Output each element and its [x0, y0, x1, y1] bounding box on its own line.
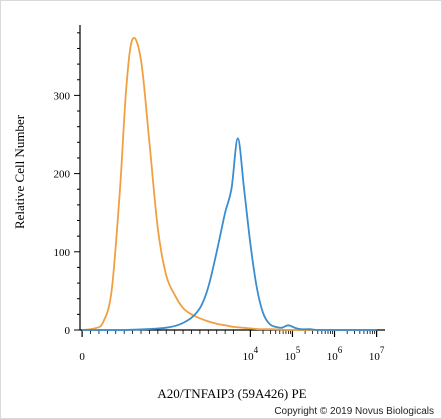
series-line-2 [82, 137, 377, 331]
x-tick-label: 104 [243, 345, 259, 363]
series-group [81, 37, 377, 331]
x-tick-label: 106 [327, 345, 343, 363]
x-tick-label: 0 [79, 351, 85, 363]
copyright-text: Copyright © 2019 Novus Biologicals [274, 406, 434, 417]
y-tick-label: 100 [54, 247, 71, 259]
y-axis-label: Relative Cell Number [12, 114, 27, 229]
series-line-1 [81, 37, 377, 331]
x-tick-label: 105 [285, 345, 301, 363]
x-axis: 0 104 105 106 107 [79, 329, 385, 363]
y-axis: 0 100 200 300 [54, 25, 81, 337]
y-tick-label: 300 [54, 90, 71, 102]
x-axis-label: A20/TNFAIP3 (59A426) PE [157, 386, 306, 401]
x-tick-label: 107 [369, 345, 385, 363]
y-tick-label: 0 [65, 325, 71, 337]
y-tick-label: 200 [54, 169, 71, 181]
